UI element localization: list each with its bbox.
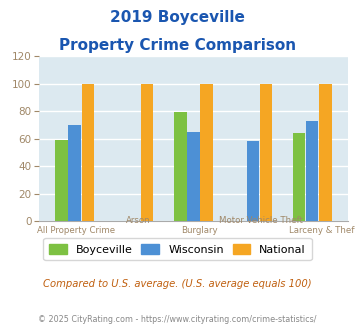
Legend: Boyceville, Wisconsin, National: Boyceville, Wisconsin, National bbox=[44, 238, 311, 260]
Bar bbox=[141, 83, 153, 221]
Bar bbox=[55, 140, 68, 221]
Text: 2019 Boyceville: 2019 Boyceville bbox=[110, 10, 245, 25]
Bar bbox=[187, 132, 200, 221]
Bar bbox=[293, 133, 305, 221]
Text: Arson: Arson bbox=[126, 216, 150, 225]
Text: Motor Vehicle Theft: Motor Vehicle Theft bbox=[219, 216, 304, 225]
Bar bbox=[200, 83, 213, 221]
Text: Larceny & Theft: Larceny & Theft bbox=[289, 226, 355, 235]
Text: Property Crime Comparison: Property Crime Comparison bbox=[59, 38, 296, 53]
Bar bbox=[319, 83, 332, 221]
Bar bbox=[260, 83, 272, 221]
Bar bbox=[247, 141, 259, 221]
Text: Compared to U.S. average. (U.S. average equals 100): Compared to U.S. average. (U.S. average … bbox=[43, 279, 312, 289]
Bar bbox=[82, 83, 94, 221]
Bar bbox=[69, 125, 81, 221]
Bar bbox=[174, 113, 187, 221]
Text: © 2025 CityRating.com - https://www.cityrating.com/crime-statistics/: © 2025 CityRating.com - https://www.city… bbox=[38, 315, 317, 324]
Bar bbox=[306, 121, 318, 221]
Text: Burglary: Burglary bbox=[181, 226, 218, 235]
Text: All Property Crime: All Property Crime bbox=[37, 226, 115, 235]
